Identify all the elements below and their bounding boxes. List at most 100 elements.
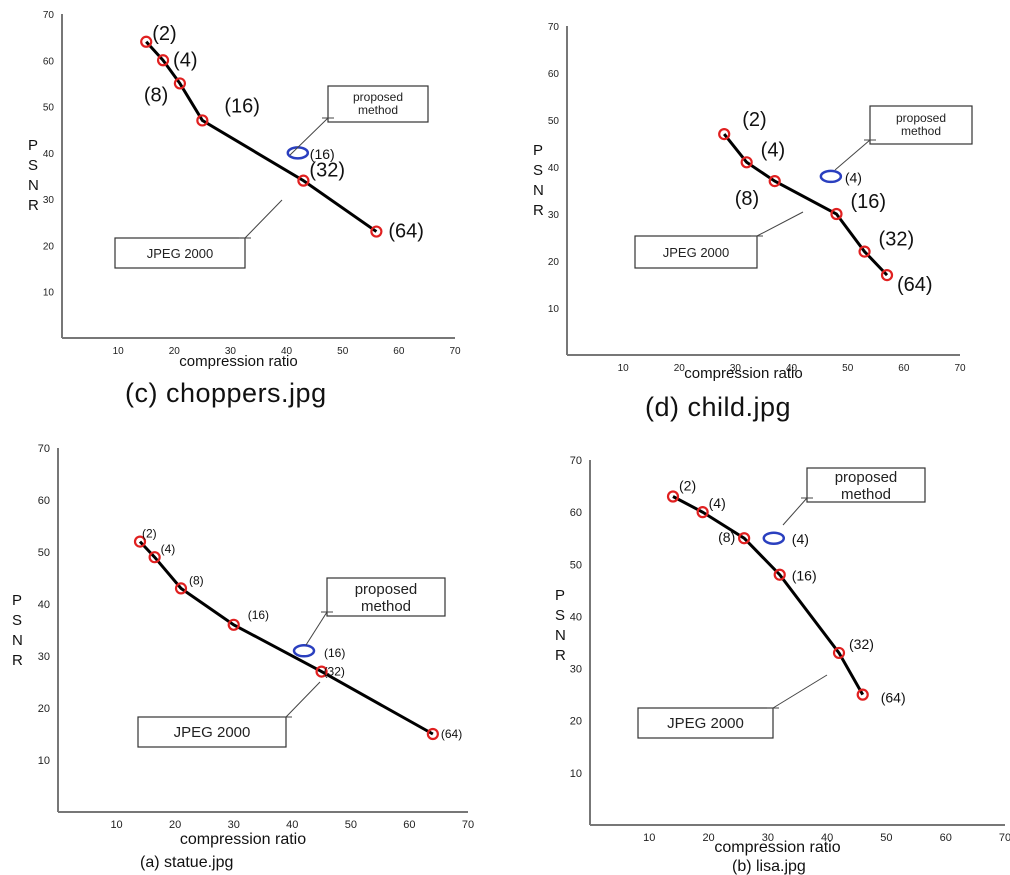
x-tick-label: 10: [618, 363, 630, 374]
point-label: (4): [161, 542, 176, 556]
x-tick-label: 50: [337, 346, 349, 357]
legend-box-jpeg2000: [137, 716, 287, 748]
y-tick-label: 60: [38, 495, 50, 507]
x-tick-label: 70: [999, 832, 1010, 844]
y-tick-label: 10: [570, 768, 582, 780]
pointer-line-jpeg2000: [772, 674, 828, 709]
legend-text-jpeg2000: JPEG 2000: [147, 246, 214, 261]
legend-text-jpeg2000: JPEG 2000: [667, 715, 744, 732]
x-tick-label: 70: [462, 819, 474, 831]
y-tick-label: 30: [38, 651, 50, 663]
x-tick-label: 50: [880, 832, 892, 844]
y-tick-label: 20: [548, 257, 560, 268]
legend-text-proposed: proposed method: [353, 90, 403, 117]
point-label: (2): [742, 109, 766, 131]
point-label: (8): [718, 529, 735, 545]
legend-text-jpeg2000: JPEG 2000: [663, 245, 730, 260]
jpeg2000-point: [740, 156, 753, 169]
x-tick-label: 10: [110, 819, 122, 831]
x-tick-label: 40: [821, 832, 833, 844]
x-tick-label: 30: [762, 832, 774, 844]
point-label: (32): [324, 665, 345, 679]
point-label: (64): [441, 727, 462, 741]
proposed-method-point: [286, 146, 310, 160]
jpeg2000-point: [738, 532, 751, 545]
pointer-line-proposed: [834, 139, 871, 171]
legend-text-proposed: proposed method: [896, 111, 946, 138]
y-tick-label: 40: [43, 149, 55, 160]
y-tick-label: 50: [38, 547, 50, 559]
pointer-line-proposed: [305, 611, 328, 646]
x-tick-label: 60: [403, 819, 415, 831]
legend-box-jpeg2000: [634, 235, 758, 269]
jpeg2000-point: [858, 245, 871, 258]
x-tick-label: 20: [169, 346, 181, 357]
jpeg2000-point: [856, 688, 869, 701]
chart-caption: (a) statue.jpg: [140, 854, 234, 871]
chart-svg: 10 20 30 40 50 60 70 10 20 30 40 50 60 70 compression …: [28, 10, 461, 370]
point-label: (2): [679, 478, 696, 494]
legend-box-proposed: [806, 467, 926, 503]
jpeg2000-curve: [138, 540, 434, 736]
legend-box-proposed: [869, 105, 973, 145]
y-tick-label: 10: [43, 288, 55, 299]
y-tick-label: 30: [43, 195, 55, 206]
y-tick-label: 50: [43, 103, 55, 114]
jpeg2000-point: [830, 207, 843, 221]
point-label: (16): [324, 646, 345, 660]
pointer-line-jpeg2000: [244, 199, 283, 239]
point-label: (8): [735, 188, 759, 210]
y-tick-label: 30: [548, 210, 560, 221]
jpeg2000-curve: [672, 495, 865, 696]
chart-svg: 10 20 30 40 50 60 70 10 20 30 40 50 60 70 compression …: [12, 443, 474, 848]
legend-text-proposed: proposed method: [355, 581, 418, 615]
point-label: (32): [309, 160, 345, 182]
point-label: (16): [224, 95, 260, 117]
x-tick-label: 50: [345, 819, 357, 831]
chart-svg: 10 20 30 40 50 60 70 10 20 30 40 50 60 70 compression …: [533, 22, 973, 382]
point-label: (4): [845, 169, 862, 185]
point-label: (2): [142, 527, 157, 541]
x-tick-label: 20: [702, 832, 714, 844]
point-label: (8): [189, 573, 204, 587]
legend-box-jpeg2000: [637, 707, 774, 739]
y-tick-label: 40: [38, 599, 50, 611]
x-tick-label: 20: [169, 819, 181, 831]
pointer-line-jpeg2000: [756, 211, 804, 237]
point-label: (64): [388, 221, 424, 243]
y-tick-label: 70: [570, 455, 582, 467]
x-tick-label: 70: [954, 363, 966, 374]
x-tick-label: 40: [786, 363, 798, 374]
legend-box-jpeg2000: [114, 237, 246, 269]
jpeg2000-point: [370, 225, 383, 238]
point-label: (64): [881, 690, 906, 706]
jpeg2000-point: [718, 128, 731, 141]
x-axis-label: compression ratio: [179, 353, 297, 370]
y-tick-label: 70: [38, 443, 50, 455]
point-label: (4): [173, 49, 197, 71]
x-axis-label: compression ratio: [180, 831, 306, 848]
jpeg2000-point: [133, 535, 147, 548]
jpeg2000-point: [227, 618, 240, 631]
proposed-method-point: [292, 644, 316, 658]
chart-panel-child: 10 20 30 40 50 60 70 10 20 30 40 50 60 70 compression …: [505, 0, 1010, 430]
legend-text-jpeg2000: JPEG 2000: [174, 724, 251, 741]
x-axis-label: compression ratio: [684, 365, 802, 382]
y-tick-label: 20: [43, 241, 55, 252]
chart-panel-statue: 10 20 30 40 50 60 70 10 20 30 40 50 60 70 compression …: [0, 430, 505, 875]
x-tick-label: 60: [898, 363, 910, 374]
point-label: (16): [248, 608, 269, 622]
jpeg2000-point: [174, 582, 188, 595]
x-tick-label: 10: [643, 832, 655, 844]
pointer-line-jpeg2000: [285, 681, 321, 718]
y-tick-label: 50: [548, 116, 560, 127]
y-tick-label: 20: [570, 716, 582, 728]
legend-box-proposed: [326, 577, 446, 617]
x-tick-label: 30: [225, 346, 237, 357]
jpeg2000-point: [140, 35, 153, 48]
pointer-line-proposed: [289, 117, 329, 156]
